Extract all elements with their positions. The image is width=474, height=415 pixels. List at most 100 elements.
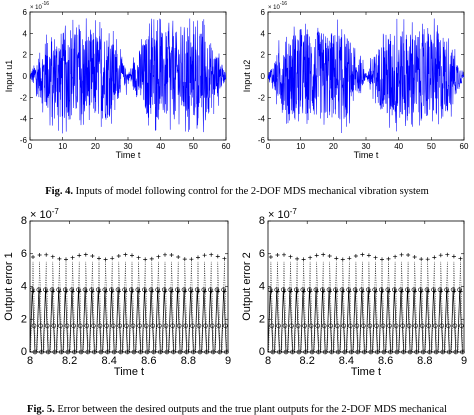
zero-plus-marker <box>59 350 64 354</box>
zero-plus-marker <box>211 350 216 354</box>
plus-marker <box>209 289 214 294</box>
plus-marker <box>202 289 207 294</box>
series-error-solid <box>267 288 463 353</box>
y-tick-label: -2 <box>20 93 28 102</box>
circle-marker <box>287 287 293 293</box>
plus-marker <box>57 289 62 294</box>
x-tick-label: 0 <box>28 142 33 151</box>
series-desired-dotted <box>268 261 463 353</box>
plus-marker <box>419 257 424 262</box>
plus-marker <box>156 254 161 259</box>
circle-marker <box>143 323 149 329</box>
zero-plus-marker <box>427 350 432 354</box>
y-tick-label: 8 <box>259 215 265 227</box>
circle-marker <box>424 287 430 293</box>
circle-marker <box>315 323 321 329</box>
zero-plus-marker <box>178 350 183 354</box>
plus-marker <box>51 289 56 294</box>
plus-marker <box>334 256 339 261</box>
zero-plus-marker <box>342 350 347 354</box>
plus-marker <box>37 253 42 257</box>
x-tick-label: 0 <box>266 142 271 151</box>
y-axis-label: Input u2 <box>242 60 252 93</box>
zero-plus-marker <box>79 350 84 354</box>
plus-marker <box>360 252 365 257</box>
circle-marker <box>36 287 42 293</box>
circle-marker <box>289 323 294 329</box>
plot-frame <box>267 220 465 353</box>
circle-marker <box>148 287 154 293</box>
plus-marker <box>393 254 398 259</box>
circle-marker <box>201 287 207 293</box>
circle-marker <box>29 287 35 293</box>
circle-marker <box>170 323 175 329</box>
circle-marker <box>71 323 76 329</box>
plus-marker <box>328 289 333 294</box>
circle-marker <box>326 287 332 293</box>
zero-plus-marker <box>375 350 380 354</box>
plus-marker <box>123 252 128 257</box>
zero-plus-marker <box>105 350 110 354</box>
plus-marker <box>216 289 221 294</box>
circle-marker <box>181 287 187 293</box>
circle-marker <box>405 287 410 293</box>
circle-marker <box>137 323 142 329</box>
zero-plus-marker <box>125 350 130 354</box>
plus-marker <box>386 289 391 294</box>
plus-marker <box>150 289 155 294</box>
y-tick-label: 6 <box>23 8 28 17</box>
circle-marker <box>328 323 334 329</box>
circle-marker <box>361 323 366 329</box>
circle-marker <box>89 287 94 293</box>
plus-marker <box>275 289 280 294</box>
plus-marker <box>97 289 102 294</box>
x-tick-label: 10 <box>296 142 305 151</box>
plus-marker <box>136 289 141 294</box>
plus-marker <box>445 289 450 294</box>
circle-marker <box>135 287 141 293</box>
plus-marker <box>458 256 463 261</box>
zero-plus-marker <box>92 350 97 354</box>
x-axis-label: Time t <box>114 366 144 378</box>
plus-marker <box>176 255 181 259</box>
plus-marker <box>196 255 200 260</box>
plus-marker <box>31 255 35 259</box>
circle-marker <box>320 287 325 293</box>
y-tick-label: -6 <box>258 136 266 145</box>
circle-marker <box>450 287 456 293</box>
plus-marker <box>269 289 274 294</box>
plus-marker <box>353 254 358 258</box>
circle-marker <box>142 287 147 293</box>
zero-plus-marker <box>401 350 406 354</box>
x-tick-label: 60 <box>460 142 469 151</box>
plus-marker <box>84 289 89 294</box>
plus-marker <box>37 289 42 294</box>
circle-marker <box>130 323 136 329</box>
chart-input-u1: 0 10 20 30 40 50 60 -6 -4 -2 0 2 4 6 Time t Input u1 × 1… <box>4 1 231 160</box>
plus-marker <box>451 254 456 259</box>
plus-marker <box>308 289 313 294</box>
plus-marker <box>64 257 68 262</box>
plus-marker <box>314 253 319 258</box>
x-tick-label: 50 <box>427 142 436 151</box>
y-axis-label: Input u1 <box>4 60 14 93</box>
x-tick-label: 60 <box>222 142 231 151</box>
plus-marker <box>90 254 95 258</box>
circle-marker <box>393 323 399 329</box>
y-tick-label: 2 <box>261 51 266 60</box>
plus-marker <box>347 256 352 261</box>
circle-marker <box>214 287 220 293</box>
y-tick-label: 0 <box>23 72 28 81</box>
circle-marker <box>176 323 182 329</box>
circle-marker <box>267 287 273 293</box>
y-axis-label: Output error 2 <box>241 252 253 320</box>
circle-marker <box>155 287 160 293</box>
circle-marker <box>51 323 57 329</box>
y-tick-label: -2 <box>258 93 266 102</box>
plus-marker <box>458 289 463 294</box>
x-tick-label: 8.8 <box>181 355 196 367</box>
zero-plus-marker <box>151 350 156 354</box>
circle-marker <box>431 287 436 293</box>
plus-marker <box>367 289 372 294</box>
